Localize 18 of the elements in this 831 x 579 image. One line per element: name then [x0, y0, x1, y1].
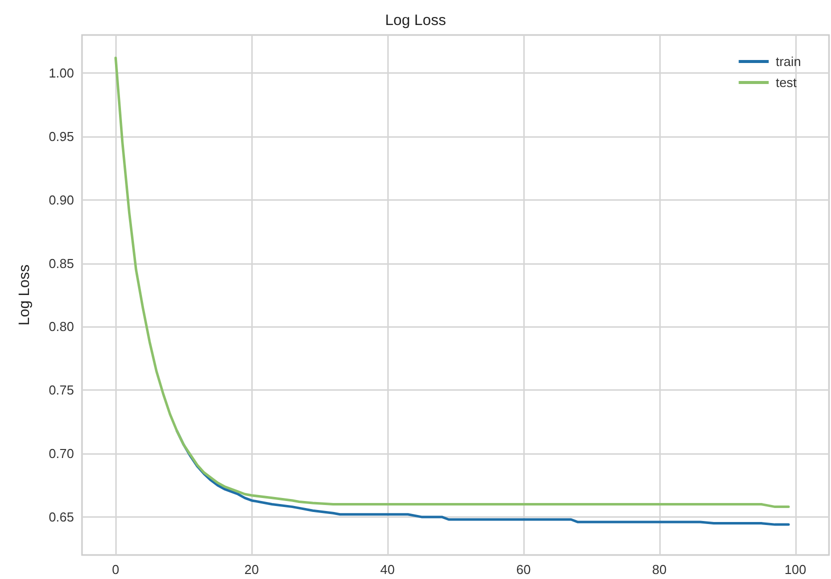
y-tick-label: 0.70 [48, 446, 74, 462]
y-tick-label: 0.85 [48, 256, 74, 271]
x-tick-label: 0 [112, 562, 120, 577]
y-tick-label: 0.95 [48, 128, 74, 144]
y-tick-label: 0.75 [48, 382, 74, 398]
chart-title: Log Loss [385, 12, 446, 29]
legend-label: test [776, 75, 798, 90]
x-tick-label: 40 [380, 562, 395, 577]
x-tick-label: 80 [652, 562, 667, 577]
legend-label: train [776, 54, 802, 69]
y-tick-label: 1.00 [48, 66, 74, 81]
y-tick-label: 0.80 [48, 319, 74, 334]
x-tick-label: 100 [784, 562, 806, 577]
y-tick-label: 0.65 [48, 509, 74, 524]
y-axis-title: Log Loss [16, 264, 33, 326]
y-tick-label: 0.90 [48, 192, 74, 208]
x-tick-label: 60 [516, 562, 531, 577]
x-tick-label: 20 [244, 562, 259, 577]
